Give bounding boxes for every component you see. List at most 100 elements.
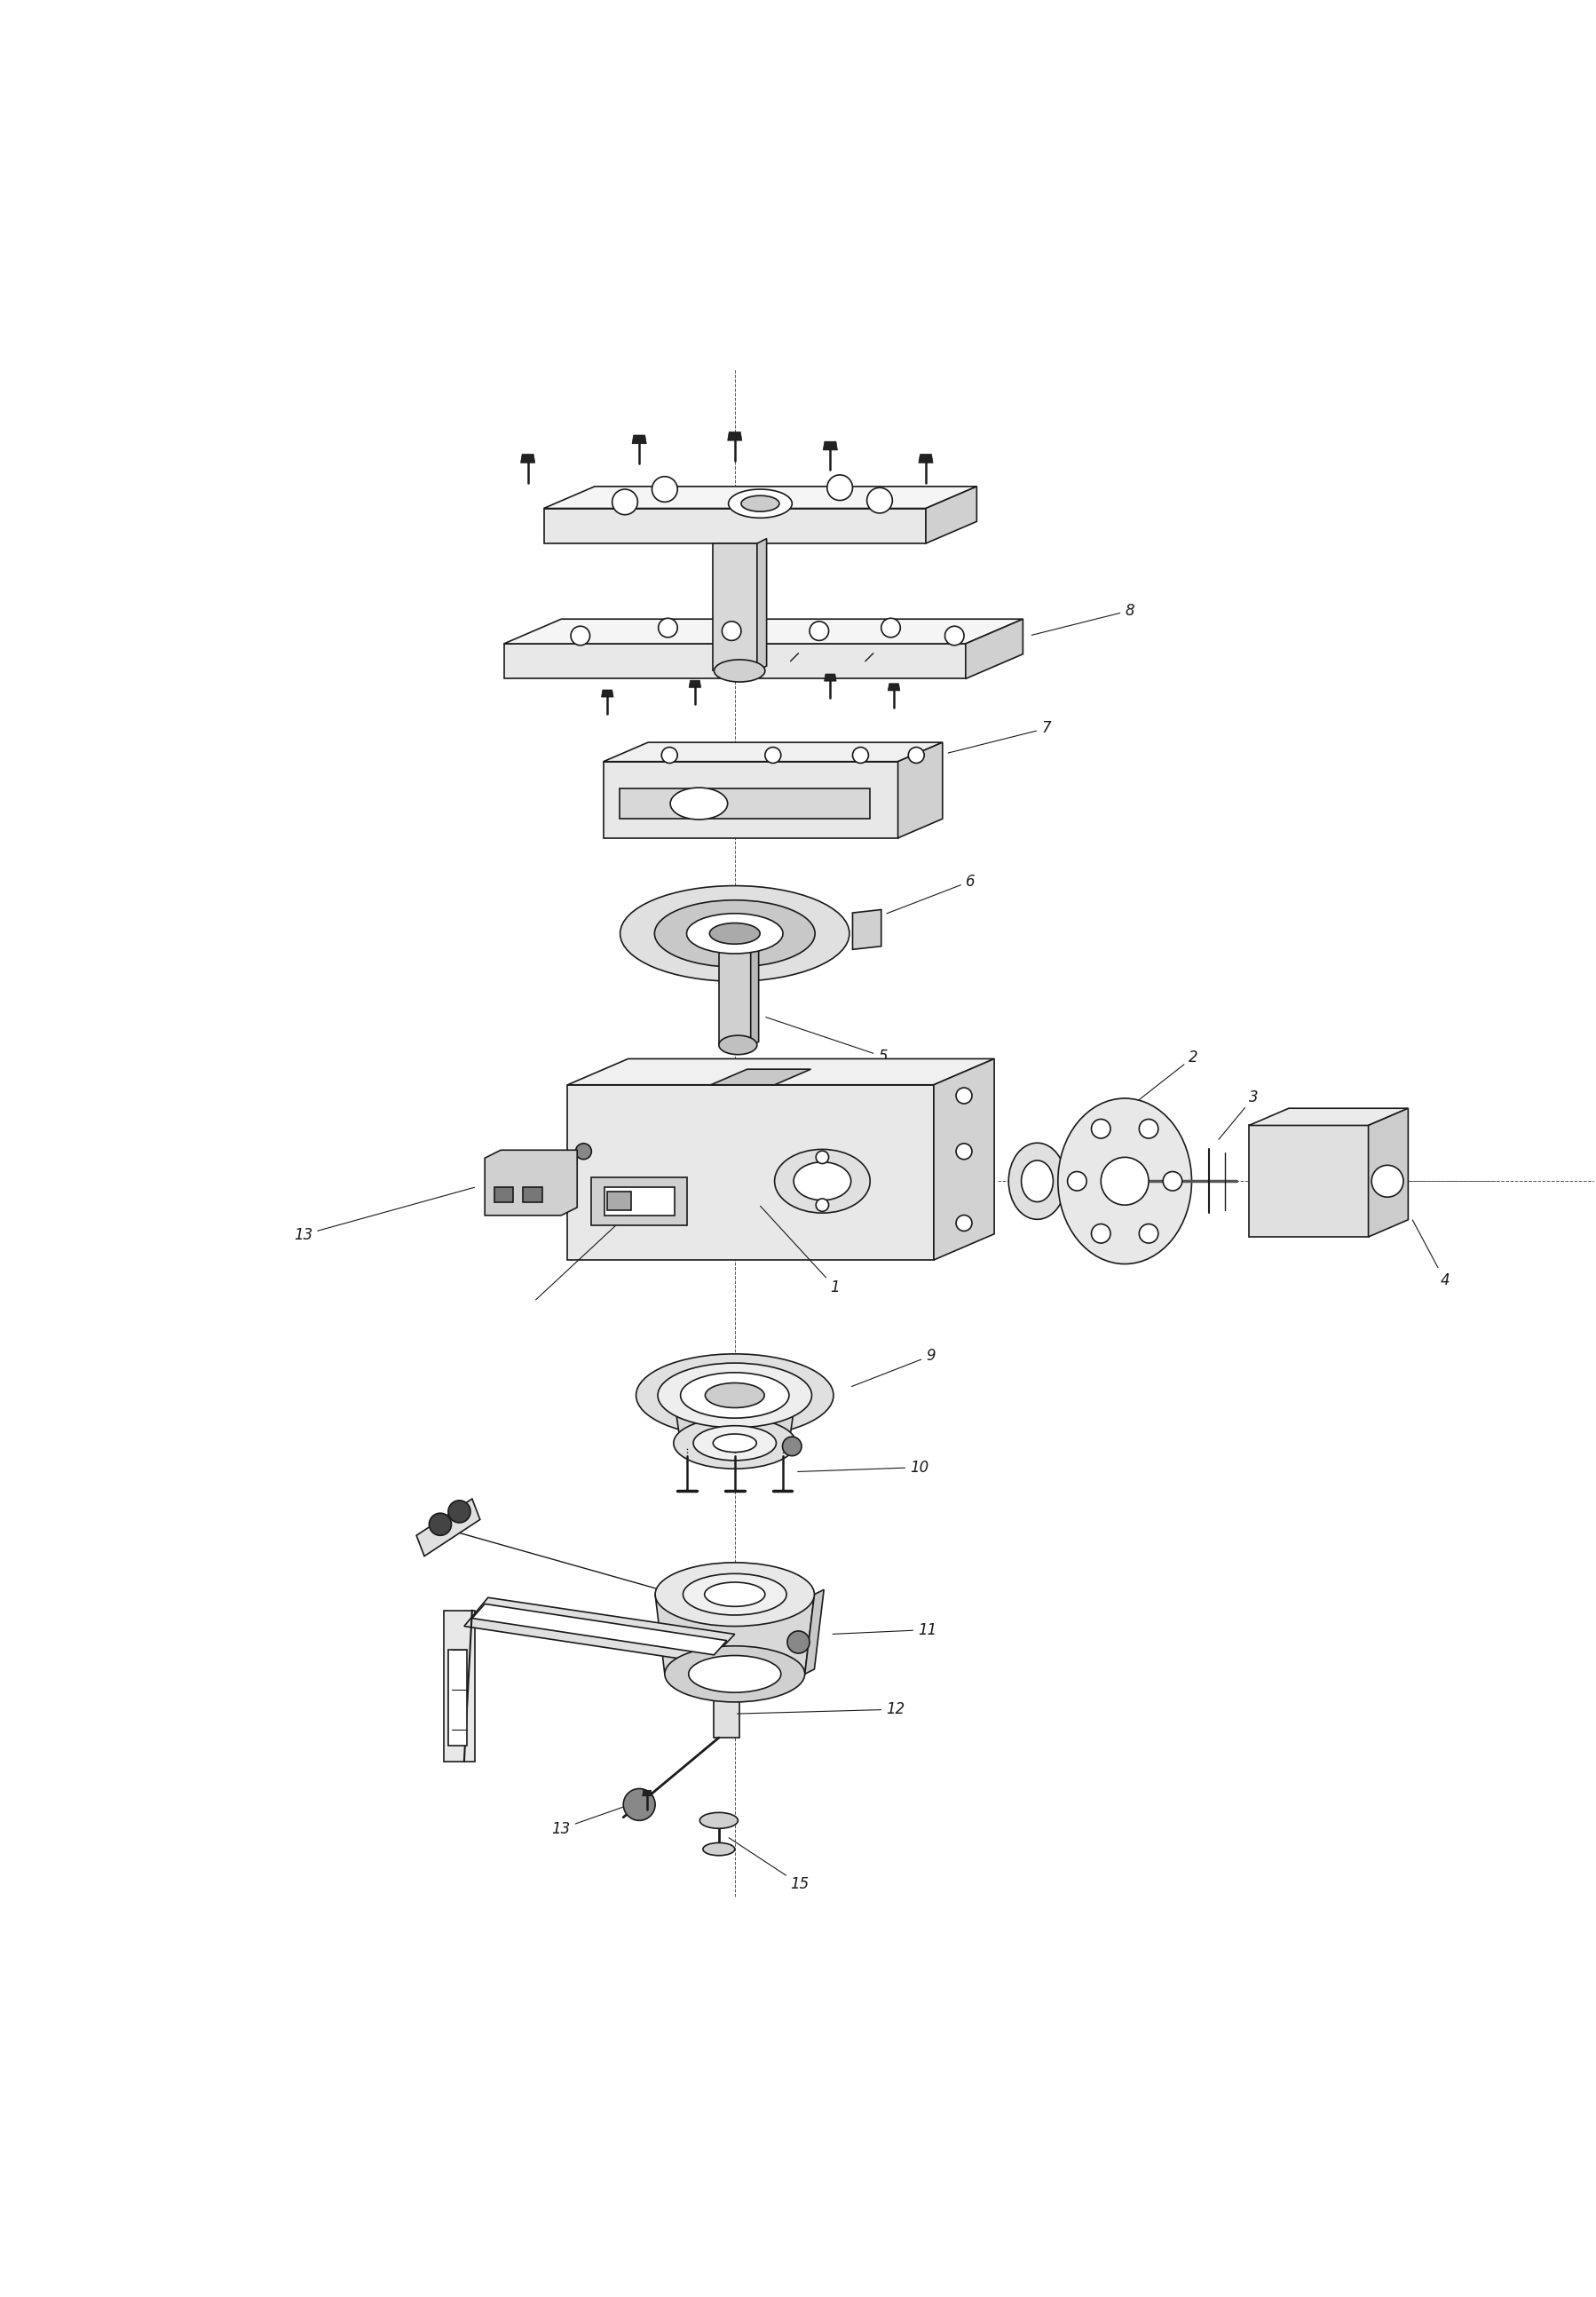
Circle shape (1090, 1119, 1109, 1139)
Text: 9: 9 (851, 1348, 935, 1387)
Ellipse shape (680, 1374, 788, 1417)
Text: 1: 1 (760, 1206, 839, 1296)
Polygon shape (567, 1084, 934, 1261)
Polygon shape (897, 742, 942, 838)
Polygon shape (822, 441, 836, 450)
Ellipse shape (635, 1353, 833, 1436)
Circle shape (661, 747, 677, 763)
Bar (448, 1649, 468, 1746)
Ellipse shape (1057, 1098, 1191, 1263)
Polygon shape (472, 1603, 726, 1654)
Polygon shape (918, 455, 932, 462)
Circle shape (852, 747, 868, 763)
Polygon shape (504, 643, 966, 678)
Polygon shape (728, 432, 742, 441)
Circle shape (575, 1144, 591, 1160)
Text: 6: 6 (886, 873, 975, 914)
Circle shape (764, 747, 780, 763)
Polygon shape (887, 685, 900, 691)
Polygon shape (966, 620, 1023, 678)
Text: 15: 15 (728, 1838, 809, 1893)
Ellipse shape (683, 1573, 787, 1615)
Circle shape (658, 618, 677, 636)
Circle shape (1162, 1171, 1181, 1190)
Text: 13: 13 (551, 1803, 637, 1838)
Polygon shape (824, 673, 836, 682)
Text: 3: 3 (1218, 1089, 1258, 1139)
Circle shape (908, 747, 924, 763)
Polygon shape (632, 434, 646, 443)
Polygon shape (926, 487, 977, 544)
Ellipse shape (670, 788, 728, 820)
Polygon shape (543, 508, 926, 544)
Ellipse shape (674, 1417, 795, 1468)
Ellipse shape (1009, 1144, 1065, 1220)
Bar (619, 788, 870, 818)
Polygon shape (757, 537, 766, 671)
Circle shape (881, 618, 900, 636)
Ellipse shape (713, 1433, 757, 1452)
Polygon shape (688, 680, 701, 687)
Circle shape (867, 487, 892, 512)
Ellipse shape (1021, 1160, 1053, 1201)
Polygon shape (642, 1789, 651, 1796)
Circle shape (809, 622, 828, 641)
Circle shape (827, 475, 852, 501)
Bar (495, 1188, 514, 1204)
Polygon shape (674, 1394, 795, 1443)
Text: 8: 8 (1031, 602, 1133, 636)
Polygon shape (718, 949, 750, 1045)
Ellipse shape (793, 1162, 851, 1201)
Polygon shape (504, 620, 1023, 643)
Ellipse shape (654, 1562, 814, 1626)
Ellipse shape (718, 1036, 757, 1054)
Circle shape (787, 1631, 809, 1654)
Polygon shape (1248, 1126, 1368, 1236)
Circle shape (956, 1144, 972, 1160)
Ellipse shape (619, 887, 849, 981)
Ellipse shape (699, 1812, 737, 1828)
Circle shape (782, 1436, 801, 1456)
Polygon shape (712, 544, 757, 671)
Circle shape (622, 1789, 654, 1822)
Ellipse shape (705, 1383, 764, 1408)
Polygon shape (710, 1068, 811, 1084)
Ellipse shape (693, 1426, 776, 1461)
Polygon shape (1368, 1107, 1408, 1236)
Polygon shape (750, 944, 758, 1045)
Circle shape (816, 1151, 828, 1165)
Circle shape (1066, 1171, 1085, 1190)
Text: 2: 2 (1135, 1050, 1197, 1103)
Circle shape (816, 1199, 828, 1211)
Circle shape (429, 1514, 452, 1534)
Polygon shape (852, 910, 881, 949)
Circle shape (651, 475, 677, 503)
Bar (603, 1188, 674, 1215)
Polygon shape (520, 455, 535, 462)
Polygon shape (485, 1151, 576, 1215)
Polygon shape (602, 689, 613, 696)
Ellipse shape (664, 1647, 804, 1702)
Polygon shape (654, 1594, 814, 1675)
Circle shape (945, 627, 964, 645)
Text: 13: 13 (294, 1188, 474, 1243)
Circle shape (611, 489, 637, 515)
Circle shape (570, 627, 589, 645)
Ellipse shape (704, 1583, 764, 1606)
Polygon shape (464, 1596, 734, 1663)
Text: 4: 4 (1412, 1220, 1449, 1289)
Circle shape (721, 622, 741, 641)
Polygon shape (417, 1500, 480, 1555)
Text: 12: 12 (737, 1702, 905, 1718)
Polygon shape (444, 1610, 476, 1762)
Ellipse shape (688, 1656, 780, 1693)
Ellipse shape (741, 496, 779, 512)
Ellipse shape (709, 923, 760, 944)
Polygon shape (934, 1059, 994, 1261)
Text: 10: 10 (798, 1459, 929, 1475)
Polygon shape (1248, 1107, 1408, 1126)
Circle shape (1138, 1224, 1157, 1243)
Circle shape (956, 1089, 972, 1103)
Ellipse shape (713, 659, 764, 682)
Ellipse shape (702, 1842, 734, 1856)
